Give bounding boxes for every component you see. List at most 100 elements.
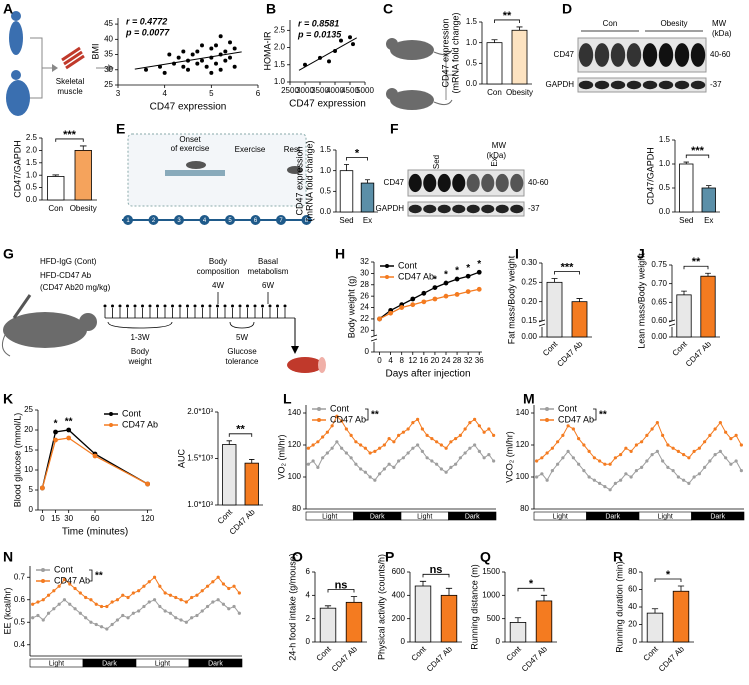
series-marker [378,446,382,450]
blot-row: CD47 [384,178,405,187]
series-marker [734,459,738,463]
series-marker [237,611,241,615]
blot-band [423,173,437,193]
bar [646,612,664,643]
series-line [308,415,495,454]
series-marker [158,584,162,588]
series-line [32,576,240,607]
series-marker [363,470,367,474]
y-axis-label: Blood glucose (mmol/L) [12,413,22,508]
mw-label: -37 [710,80,722,89]
series-marker [661,433,665,437]
body-icons [6,11,114,116]
point [218,67,223,72]
y-tick-label: 1500 [482,567,500,576]
blot-band [423,204,437,214]
series-marker [184,620,188,624]
brace [229,321,255,329]
point [200,43,204,48]
bar [74,149,92,201]
series-marker [477,424,481,428]
y-tick-label: 60 [628,585,637,594]
y-axis-label: Fat mass/Body weight [506,255,516,344]
series-marker [697,446,701,450]
series-marker [359,467,363,471]
x-tick-label: 20 [430,356,439,365]
timeline-dot [216,304,219,308]
x-axis-label: Time (minutes) [62,527,128,538]
day-label: 6 [254,218,258,224]
series-marker [179,598,183,602]
series-marker [676,449,680,453]
bar [676,294,692,338]
series-marker [640,465,644,469]
series-marker [330,424,334,428]
blot-band [437,173,451,193]
x-tick-label: Cont [410,644,429,663]
panel-letter: M [523,391,535,407]
series-marker [487,453,491,457]
legend-label: CD47 Ab [54,575,90,585]
series-marker [416,417,420,421]
sig-bracket [346,157,368,161]
x-tick-label: 6 [256,89,261,98]
x-tick-label: 15 [51,514,60,523]
y-tick-label: 1.0 [320,166,332,175]
panel-letter: K [3,391,13,407]
series-marker [195,613,199,618]
y-axis-label: EE (kcal/hr) [2,587,12,634]
x-tick-label: 3500 [311,86,329,95]
series-marker [682,478,686,482]
series-marker [340,446,344,450]
y-tick-label: 20 [360,325,369,334]
series-marker [729,437,733,441]
error-bar [343,164,350,171]
y-tick-label: 1.0 [26,170,38,179]
sig-label: * [433,274,437,285]
annotation: r = 0.4772 [126,16,167,26]
timeline-dot [246,304,249,308]
y-tick-label: 0 [633,637,638,646]
phase-label: Light [553,513,568,520]
series-marker [454,462,458,466]
series-marker [392,440,396,444]
point [327,59,331,64]
legend-marker [317,418,321,422]
y-tick-label: 0 [29,505,34,514]
y-tick-label: 5 [29,485,34,494]
error-bar [350,596,358,603]
series-marker [382,467,386,471]
series-marker [57,584,61,588]
blot-band [578,43,594,67]
x-tick-label: 4 [388,356,393,365]
series-marker [316,465,320,469]
x-tick-label: Ex [704,216,713,225]
series-marker [458,456,462,460]
day-marker [250,215,261,225]
series-marker [397,433,401,437]
series-marker [697,472,701,476]
y-tick-label: 0.7 [14,572,26,581]
series-marker [84,595,88,600]
panel-letter: P [385,549,394,565]
y-axis-label: Body weight (g) [346,276,356,339]
y-tick-label: 0.0 [320,207,332,216]
series-marker [152,598,157,602]
y-tick-label: 1.5 [320,145,332,154]
timeline-dot [148,304,152,308]
y-tick-label: 0.00 [521,332,537,341]
panel-letter: B [266,1,276,17]
bar [571,301,588,338]
diagram-text: Body [131,347,149,356]
series-marker [463,427,467,431]
day-label: 2 [152,218,156,224]
blot-band [658,80,674,90]
panel-letter: G [3,246,14,262]
series-marker [211,580,215,584]
y-tick-label: 600 [392,567,406,576]
series-marker [671,469,675,473]
y-axis-label: (mRNA fold change) [304,140,314,221]
y-tick-label: 0.5 [320,186,332,195]
legend-label: Cont [54,564,74,574]
x-tick-label: 3 [116,89,121,98]
